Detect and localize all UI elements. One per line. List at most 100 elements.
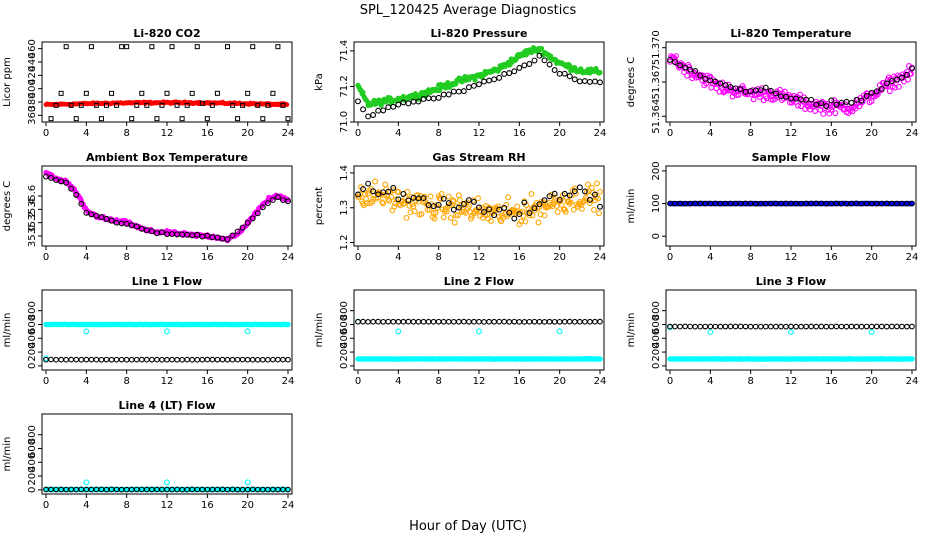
panel-title: Gas Stream RH	[432, 151, 525, 164]
panel-5: Gas Stream RH percent 0 4 8 12 16 20 24 1.2 1.3 1.4	[314, 151, 606, 263]
data-point	[735, 91, 742, 98]
data-point	[405, 318, 412, 325]
data-point	[372, 178, 379, 185]
data-point	[905, 76, 911, 83]
data-point	[798, 103, 805, 110]
data-point	[154, 116, 160, 122]
panel-title: Li-820 CO2	[133, 27, 200, 40]
data-point	[808, 323, 815, 330]
data-point	[576, 199, 583, 205]
data-point	[486, 77, 493, 84]
data-point	[244, 356, 251, 363]
x-tick-label: 0	[667, 376, 673, 387]
y-tick-label: 800	[27, 301, 38, 320]
data-point	[400, 191, 407, 197]
data-point	[878, 85, 885, 92]
data-point	[254, 210, 261, 217]
data-point	[275, 44, 281, 50]
data-point	[820, 110, 827, 117]
data-point	[381, 192, 388, 198]
data-point	[73, 116, 79, 122]
data-point	[285, 356, 291, 363]
data-point	[531, 318, 538, 325]
data-point	[224, 356, 231, 363]
data-point	[451, 219, 458, 226]
data-point	[586, 200, 593, 206]
data-point	[582, 318, 588, 325]
data-point	[672, 59, 678, 66]
y-axis-label: ml/min	[626, 313, 637, 348]
data-point	[390, 103, 397, 110]
data-point	[63, 44, 69, 50]
data-point	[788, 323, 794, 330]
data-point	[133, 223, 140, 230]
data-point	[576, 78, 583, 85]
data-point	[229, 232, 236, 239]
data-point	[536, 52, 543, 59]
data-point	[595, 195, 601, 202]
panel-title: Sample Flow	[752, 151, 831, 164]
data-point	[270, 90, 276, 96]
data-point	[667, 56, 673, 63]
data-point	[597, 203, 603, 210]
data-point	[566, 73, 573, 80]
series-averages	[355, 180, 603, 222]
data-point	[838, 323, 845, 330]
data-point	[435, 201, 442, 208]
data-point	[274, 194, 281, 201]
data-point	[886, 88, 893, 95]
data-point	[375, 318, 382, 325]
data-point	[449, 197, 456, 204]
x-tick-label: 4	[707, 376, 713, 387]
data-point	[189, 356, 196, 363]
data-point	[450, 206, 457, 213]
data-point	[98, 214, 105, 221]
data-point	[783, 323, 789, 330]
data-point	[199, 356, 206, 363]
data-point	[554, 209, 561, 215]
x-tick-label: 0	[355, 376, 361, 387]
data-point	[471, 198, 477, 205]
y-tick-label: 800	[27, 425, 38, 444]
data-point	[549, 203, 556, 209]
data-point	[114, 102, 120, 108]
data-point	[440, 195, 447, 202]
data-point	[697, 323, 704, 330]
data-point	[541, 318, 548, 325]
y-tick-label: 51.364	[651, 99, 662, 134]
data-point	[204, 356, 211, 363]
data-point	[677, 323, 683, 330]
data-point	[83, 209, 90, 216]
data-point	[149, 44, 155, 50]
data-point	[772, 90, 779, 97]
data-point	[590, 206, 597, 213]
y-tick-label: 0	[27, 363, 38, 369]
data-point	[888, 78, 895, 84]
data-point	[522, 218, 529, 225]
y-axis-label: degrees C	[2, 181, 13, 231]
data-point	[491, 318, 497, 325]
data-point	[689, 75, 696, 82]
panel-title: Line 2 Flow	[444, 275, 514, 288]
data-point	[581, 78, 588, 85]
data-point	[83, 328, 90, 335]
x-tick-label: 4	[83, 376, 89, 387]
x-tick-label: 4	[83, 500, 89, 511]
data-point	[148, 228, 155, 235]
data-point	[803, 323, 809, 330]
data-point	[843, 323, 850, 330]
x-tick-label: 0	[667, 252, 673, 263]
data-point	[909, 356, 915, 362]
data-point	[440, 91, 447, 98]
y-tick-label: 200	[27, 343, 38, 362]
x-tick-label: 12	[161, 376, 174, 387]
data-point	[418, 211, 425, 217]
data-point	[78, 200, 85, 207]
data-point	[204, 116, 210, 122]
y-axis-label: degrees C	[626, 57, 637, 107]
data-point	[909, 323, 915, 330]
data-point	[511, 318, 518, 325]
data-point	[722, 323, 729, 330]
x-tick-label: 8	[435, 376, 441, 387]
data-point	[767, 323, 774, 330]
